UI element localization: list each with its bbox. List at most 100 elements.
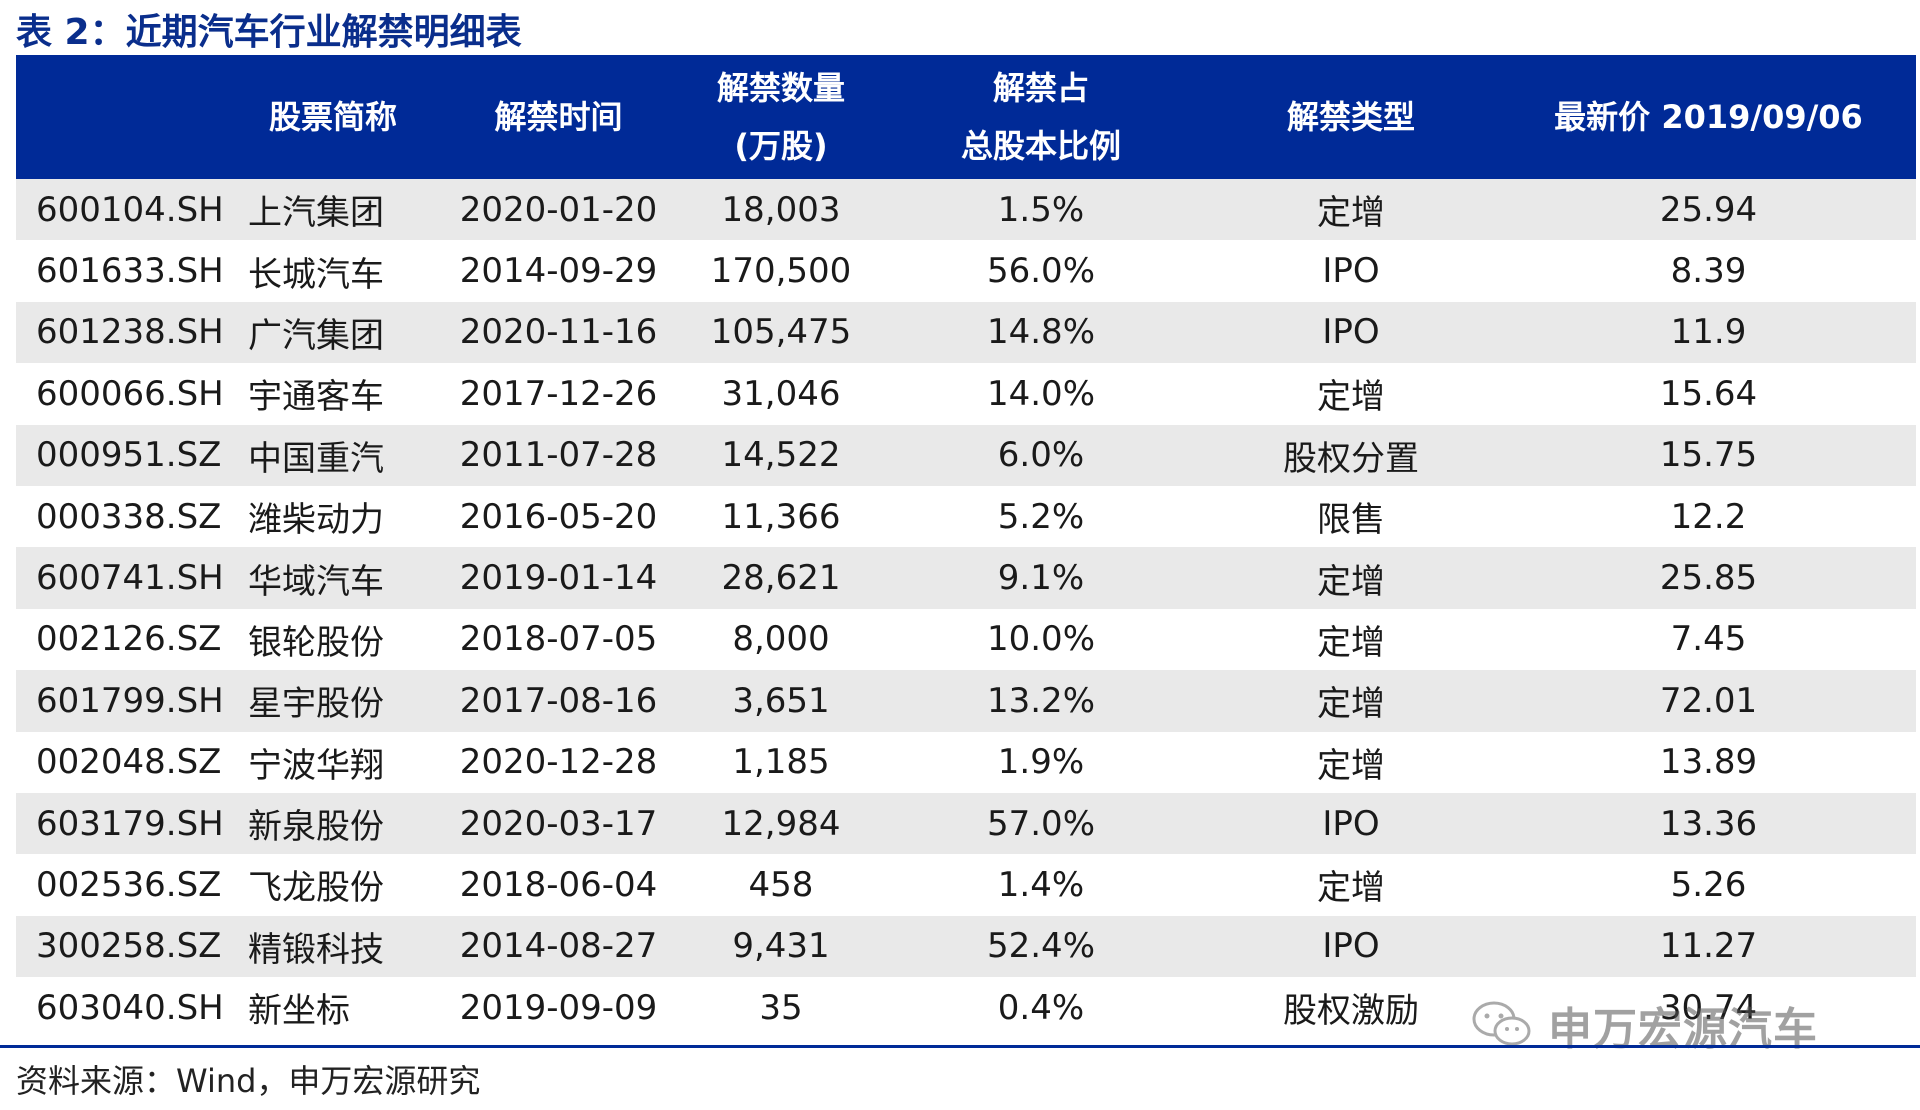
table-row: 603040.SH 新坐标 2019-09-09 35 0.4% 股权激励 30.74	[16, 977, 1916, 1038]
cell-name: 长城汽车	[248, 254, 384, 295]
header-price: 最新价 2019/09/06	[1536, 55, 1881, 179]
cell-date: 2011-07-28	[459, 435, 658, 476]
cell-name: 银轮股份	[248, 622, 384, 663]
cell-name: 精锻科技	[248, 929, 384, 970]
table-row: 600104.SH 上汽集团 2020-01-20 18,003 1.5% 定增 25.94	[16, 179, 1916, 241]
cell-price: 72.01	[1659, 680, 1758, 721]
cell-date: 2020-01-20	[459, 189, 658, 230]
cell-type: 定增	[1317, 868, 1385, 909]
cell-type: 定增	[1317, 684, 1385, 725]
table-row: 601633.SH 长城汽车 2014-09-29 170,500 56.0% IPO 8.…	[16, 240, 1916, 301]
header-type-label: 解禁类型	[1286, 98, 1415, 136]
cell-pct: 13.2%	[986, 680, 1095, 721]
cell-qty: 11,366	[721, 496, 841, 537]
cell-name: 华域汽车	[248, 561, 384, 602]
header-price-label: 最新价 2019/09/06	[1554, 98, 1863, 136]
cell-date: 2017-08-16	[459, 680, 658, 721]
cell-qty: 3,651	[732, 680, 830, 721]
cell-qty: 170,500	[710, 251, 852, 292]
cell-date: 2019-09-09	[459, 987, 658, 1028]
header-name: 股票简称	[248, 55, 418, 179]
cell-code: 600741.SH	[36, 558, 224, 599]
table-row: 601799.SH 星宇股份 2017-08-16 3,651 13.2% 定增 72.01	[16, 670, 1916, 732]
cell-qty: 8,000	[732, 619, 830, 660]
cell-type: IPO	[1322, 926, 1380, 967]
source-note: 资料来源：Wind，申万宏源研究	[16, 1062, 481, 1100]
cell-qty: 18,003	[721, 189, 841, 230]
cell-type: 定增	[1317, 745, 1385, 786]
cell-pct: 6.0%	[997, 435, 1085, 476]
cell-code: 600104.SH	[36, 189, 224, 230]
cell-price: 7.45	[1670, 619, 1747, 660]
cell-type: IPO	[1322, 803, 1380, 844]
cell-date: 2018-06-04	[459, 864, 658, 905]
header-pct: 解禁占 总股本比例	[936, 55, 1146, 179]
cell-pct: 10.0%	[986, 619, 1095, 660]
cell-date: 2014-09-29	[459, 251, 658, 292]
cell-qty: 458	[748, 864, 814, 905]
table-row: 000338.SZ 潍柴动力 2016-05-20 11,366 5.2% 限售 12.2	[16, 486, 1916, 547]
cell-price: 30.74	[1659, 987, 1758, 1028]
cell-name: 新泉股份	[248, 807, 384, 848]
cell-qty: 105,475	[710, 312, 852, 353]
cell-code: 002536.SZ	[36, 864, 222, 905]
cell-type: IPO	[1322, 312, 1380, 353]
cell-code: 601238.SH	[36, 312, 224, 353]
cell-date: 2019-01-14	[459, 558, 658, 599]
cell-price: 8.39	[1670, 251, 1747, 292]
cell-pct: 5.2%	[997, 496, 1085, 537]
header-pct-line2: 总股本比例	[960, 127, 1121, 165]
cell-price: 11.27	[1659, 926, 1758, 967]
cell-date: 2020-12-28	[459, 742, 658, 783]
cell-price: 13.89	[1659, 742, 1758, 783]
table-row: 002048.SZ 宁波华翔 2020-12-28 1,185 1.9% 定增 13.89	[16, 732, 1916, 793]
cell-name: 星宇股份	[248, 684, 384, 725]
cell-type: 定增	[1317, 622, 1385, 663]
cell-pct: 52.4%	[986, 926, 1095, 967]
cell-code: 300258.SZ	[36, 926, 222, 967]
cell-pct: 56.0%	[986, 251, 1095, 292]
cell-pct: 1.5%	[997, 189, 1085, 230]
header-type: 解禁类型	[1231, 55, 1471, 179]
cell-date: 2020-03-17	[459, 803, 658, 844]
cell-name: 宁波华翔	[248, 745, 384, 786]
cell-name: 上汽集团	[248, 193, 384, 234]
cell-qty: 31,046	[721, 373, 841, 414]
cell-price: 5.26	[1670, 864, 1747, 905]
cell-pct: 14.8%	[986, 312, 1095, 353]
cell-price: 15.64	[1659, 373, 1758, 414]
cell-pct: 14.0%	[986, 373, 1095, 414]
cell-date: 2020-11-16	[459, 312, 658, 353]
cell-pct: 1.4%	[997, 864, 1085, 905]
cell-qty: 9,431	[732, 926, 830, 967]
table-row: 300258.SZ 精锻科技 2014-08-27 9,431 52.4% IPO 11.2…	[16, 915, 1916, 978]
table-row: 601238.SH 广汽集团 2020-11-16 105,475 14.8% IPO 11…	[16, 301, 1916, 364]
cell-date: 2014-08-27	[459, 926, 658, 967]
bottom-rule	[0, 1045, 1920, 1048]
cell-type: IPO	[1322, 251, 1380, 292]
cell-code: 601799.SH	[36, 680, 224, 721]
cell-price: 11.9	[1670, 312, 1747, 353]
cell-name: 潍柴动力	[248, 500, 384, 541]
cell-price: 13.36	[1659, 803, 1758, 844]
cell-code: 603040.SH	[36, 987, 224, 1028]
cell-code: 002126.SZ	[36, 619, 222, 660]
cell-price: 15.75	[1659, 435, 1758, 476]
cell-price: 25.94	[1659, 189, 1758, 230]
table-row: 603179.SH 新泉股份 2020-03-17 12,984 57.0% IPO 13.…	[16, 792, 1916, 855]
cell-qty: 28,621	[721, 558, 841, 599]
header-date: 解禁时间	[446, 55, 671, 179]
cell-pct: 1.9%	[997, 742, 1085, 783]
cell-type: 定增	[1317, 193, 1385, 234]
cell-date: 2016-05-20	[459, 496, 658, 537]
cell-code: 600066.SH	[36, 373, 224, 414]
cell-date: 2017-12-26	[459, 373, 658, 414]
cell-name: 中国重汽	[248, 438, 384, 479]
unlock-table: 股票简称 解禁时间 解禁数量 (万股) 解禁占 总股本比例 解禁类型 最新价 2…	[16, 55, 1916, 1038]
cell-code: 603179.SH	[36, 803, 224, 844]
cell-type: 限售	[1317, 500, 1385, 541]
cell-pct: 9.1%	[997, 558, 1085, 599]
cell-qty: 14,522	[721, 435, 841, 476]
table-row: 000951.SZ 中国重汽 2011-07-28 14,522 6.0% 股权分置 15.…	[16, 424, 1916, 486]
header-date-label: 解禁时间	[494, 98, 623, 136]
